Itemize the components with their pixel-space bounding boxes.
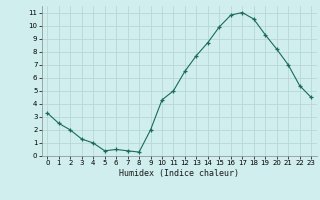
X-axis label: Humidex (Indice chaleur): Humidex (Indice chaleur) (119, 169, 239, 178)
